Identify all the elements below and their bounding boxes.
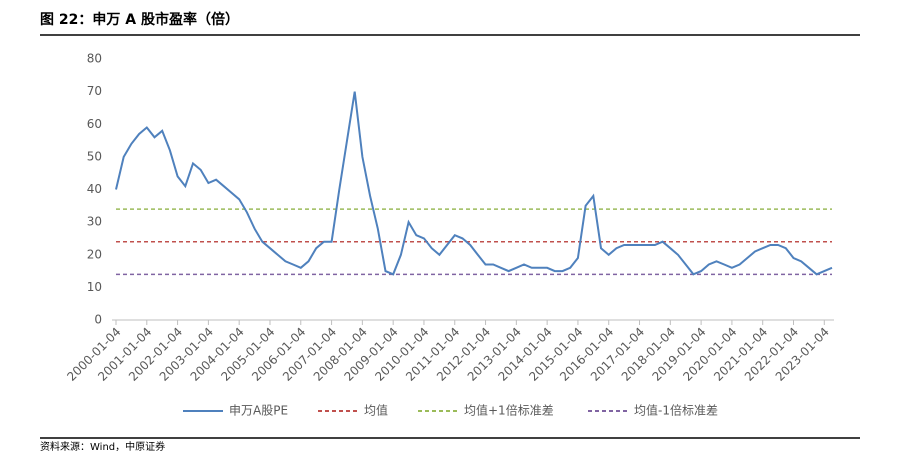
y-tick-label: 70: [87, 84, 102, 98]
source: 资料来源：Wind，中原证券: [40, 440, 165, 451]
y-tick-label: 0: [94, 313, 102, 327]
y-tick-label: 40: [87, 182, 102, 196]
y-tick-label: 10: [87, 280, 102, 294]
legend-label: 申万A股PE: [229, 404, 288, 418]
chart-title: 图 22：申万 A 股市盈率（倍）: [40, 11, 239, 28]
legend-label: 均值: [364, 403, 388, 418]
y-tick-label: 50: [87, 149, 102, 163]
y-tick-label: 80: [87, 52, 102, 66]
series-line: [115, 91, 833, 276]
y-tick-label: 60: [87, 117, 102, 131]
legend-label: 均值+1倍标准差: [464, 403, 554, 418]
legend-label: 均值-1倍标准差: [634, 403, 718, 418]
y-tick-label: 20: [87, 247, 102, 261]
y-tick-label: 30: [87, 215, 102, 229]
